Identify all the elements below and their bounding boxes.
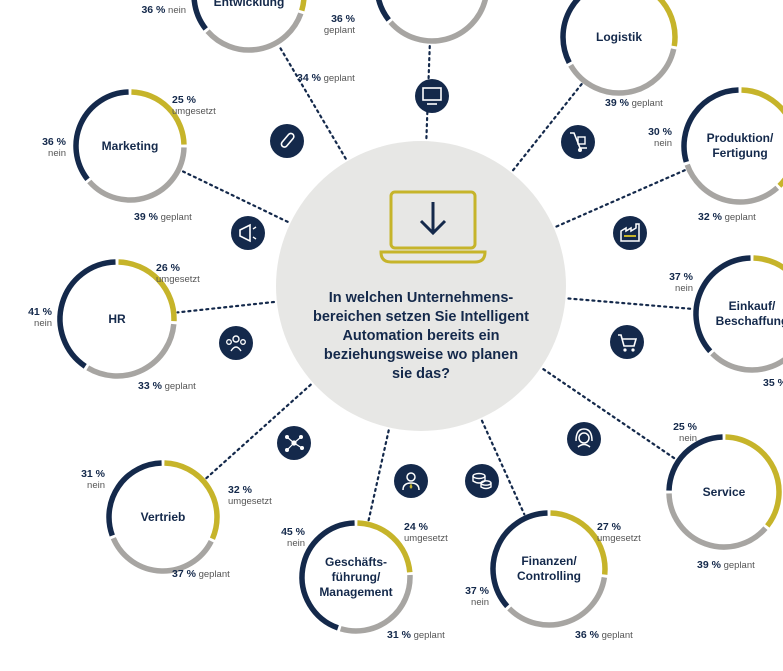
connector-line-produktion [555, 169, 687, 228]
center-question-line: Automation bereits ein [342, 328, 500, 344]
pct-label-finanzen-nein: 37 % nein [465, 585, 489, 609]
center-question-line: In welchen Unternehmens- [328, 290, 514, 306]
ring-segment-hr-geplant [86, 323, 177, 379]
ring-segment-logistik-nein [560, 0, 581, 64]
connector-line-logistik [511, 82, 583, 172]
ring-segment-logistik-umgesetzt [657, 0, 678, 47]
connector-line-it [425, 43, 431, 140]
ring-segment-logistik-geplant [568, 48, 677, 96]
dept-label-vertrieb: Vertrieb [140, 509, 186, 524]
pct-label-management-geplant: 31 % geplant [387, 629, 445, 642]
pct-label-einkauf-geplant: 35 % geplant [763, 377, 783, 389]
center-question: In welchen Unternehmens-bereichen setzen… [300, 289, 542, 384]
people-group-icon [219, 326, 253, 360]
monitor-icon [415, 79, 449, 113]
ring-segment-it-nein [376, 0, 391, 22]
ring-segment-einkauf-umgesetzt [753, 255, 783, 271]
pct-label-forschung-nein: 36 % nein [141, 4, 186, 17]
ring-segment-finanzen-nein [490, 510, 548, 609]
headset-icon [567, 422, 601, 456]
center-question-lines: In welchen Unternehmens-bereichen setzen… [300, 289, 542, 384]
pct-label-logistik-geplant: 39 % geplant [605, 97, 663, 110]
ring-segment-service-umgesetzt [725, 434, 782, 528]
pct-label-marketing-nein: 36 % nein [42, 136, 66, 160]
ring-segment-service-nein [666, 434, 723, 491]
ring-segment-finanzen-umgesetzt [550, 510, 608, 575]
ring-segment-vertrieb-umgesetzt [164, 460, 220, 540]
ring-segment-it-geplant [388, 0, 488, 44]
ring-segment-forschung-geplant [205, 12, 304, 53]
laptop-download-icon [379, 190, 487, 264]
pct-label-hr-umgesetzt: 26 % umgesetzt [156, 262, 200, 286]
ring-segment-service-geplant [666, 493, 768, 550]
dept-label-marketing: Marketing [101, 138, 159, 153]
pct-label-einkauf-nein: 37 % nein [669, 271, 693, 295]
pct-label-finanzen-geplant: 36 % geplant [575, 629, 633, 642]
dept-label-forschung: Forschung &Entwicklung [213, 0, 285, 9]
connector-line-hr [176, 300, 275, 314]
dept-label-einkauf: Einkauf/Beschaffung [715, 299, 783, 328]
pct-label-forschung-geplant: 34 % geplant [297, 72, 355, 85]
coins-icon [465, 464, 499, 498]
connector-line-service [542, 368, 677, 460]
ring-segment-marketing-umgesetzt [131, 89, 187, 145]
ring-segment-hr-nein [57, 259, 116, 369]
center-question-line: beziehungsweise wo planen [323, 347, 519, 363]
dept-label-finanzen: Finanzen/Controlling [517, 554, 581, 583]
connector-line-vertrieb [205, 383, 312, 480]
ring-segment-produktion-umgesetzt [741, 87, 783, 188]
center-circle [276, 141, 566, 431]
factory-icon [613, 216, 647, 250]
manager-icon [394, 464, 428, 498]
connector-line-finanzen [480, 419, 526, 516]
dept-label-logistik: Logistik [595, 29, 642, 44]
center-question-line: bereichen setzen Sie Intelligent [313, 309, 529, 325]
pct-label-marketing-umgesetzt: 25 % umgesetzt [172, 94, 216, 118]
ring-segment-management-umgesetzt [357, 520, 413, 573]
ring-segment-produktion-nein [681, 87, 739, 163]
pct-label-hr-geplant: 33 % geplant [138, 380, 196, 393]
ring-segment-management-nein [299, 520, 355, 631]
pct-label-service-nein: 25 % nein [673, 421, 697, 445]
ring-segment-vertrieb-geplant [110, 537, 214, 574]
ring-segment-marketing-nein [73, 89, 129, 182]
dept-label-service: Service [702, 484, 746, 499]
pct-label-vertrieb-umgesetzt: 32 % umgesetzt [228, 484, 272, 508]
connector-line-forschung [277, 44, 347, 160]
ring-segment-marketing-geplant [87, 147, 187, 203]
ring-segment-vertrieb-nein [106, 460, 162, 537]
ring-segment-einkauf-nein [693, 255, 751, 354]
pct-label-marketing-geplant: 39 % geplant [134, 211, 192, 224]
ring-segment-forschung-nein [191, 0, 208, 31]
ring-segment-hr-umgesetzt [118, 259, 177, 322]
pct-label-service-geplant: 39 % geplant [697, 559, 755, 572]
ring-segment-finanzen-geplant [507, 577, 608, 628]
ring-segment-produktion-geplant [684, 163, 780, 205]
test-tube-icon [270, 124, 304, 158]
dept-label-management: Geschäfts-führung/Management [319, 554, 393, 599]
shopping-cart-icon [610, 325, 644, 359]
pct-label-management-nein: 45 % nein [281, 526, 305, 550]
pct-label-vertrieb-nein: 31 % nein [81, 468, 105, 492]
pct-label-produktion-geplant: 32 % geplant [698, 211, 756, 224]
pct-label-finanzen-umgesetzt: 27 % umgesetzt [597, 521, 641, 545]
pct-label-management-umgesetzt: 24 % umgesetzt [404, 521, 448, 545]
pct-label-produktion-nein: 30 % nein [648, 126, 672, 150]
pct-label-vertrieb-geplant: 37 % geplant [172, 568, 230, 581]
dept-label-produktion: Produktion/Fertigung [706, 131, 774, 160]
connector-line-einkauf [567, 297, 694, 310]
center-question-line: sie das? [391, 366, 451, 382]
megaphone-icon [231, 216, 265, 250]
dept-label-hr: HR [108, 311, 126, 326]
ring-segment-einkauf-geplant [710, 351, 783, 373]
hand-truck-icon [561, 125, 595, 159]
pct-label-it-geplant: 36 % geplant [323, 13, 355, 37]
ring-segment-management-geplant [339, 574, 413, 634]
pct-label-hr-nein: 41 % nein [28, 306, 52, 330]
network-icon [277, 426, 311, 460]
connector-line-marketing [181, 170, 289, 223]
